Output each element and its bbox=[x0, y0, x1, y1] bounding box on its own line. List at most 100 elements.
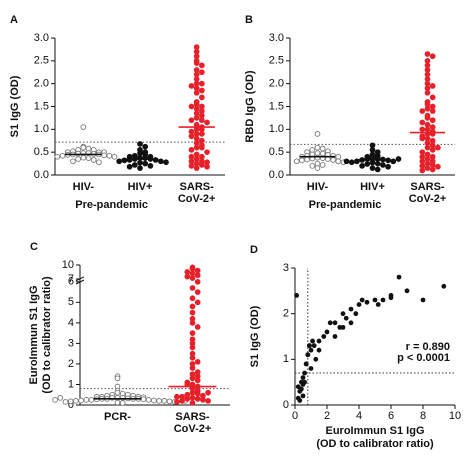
y-tick-label: 5 bbox=[68, 296, 74, 308]
y-axis-label: RBD IgG (OD) bbox=[244, 70, 256, 142]
data-point bbox=[199, 69, 205, 76]
data-point bbox=[429, 147, 436, 153]
data-point bbox=[70, 158, 76, 165]
data-point bbox=[364, 161, 371, 167]
data-point bbox=[429, 53, 436, 60]
data-point bbox=[57, 394, 64, 401]
data-point bbox=[307, 343, 312, 349]
data-point bbox=[75, 156, 81, 162]
data-point bbox=[189, 375, 196, 382]
data-point bbox=[359, 163, 365, 169]
data-point bbox=[151, 397, 157, 404]
data-point bbox=[299, 157, 305, 164]
data-point bbox=[157, 158, 164, 165]
data-point bbox=[199, 108, 205, 114]
data-point bbox=[424, 121, 431, 128]
data-point bbox=[119, 400, 126, 406]
data-point bbox=[199, 94, 205, 101]
data-point bbox=[441, 283, 447, 289]
data-point bbox=[194, 289, 201, 295]
data-point bbox=[188, 117, 195, 124]
data-point bbox=[189, 330, 196, 336]
y-axis-label: S1 IgG (OD) bbox=[9, 75, 21, 137]
data-point bbox=[137, 165, 143, 172]
data-point bbox=[348, 159, 355, 166]
x-tick-label: SARS- bbox=[175, 411, 210, 423]
data-point bbox=[424, 105, 431, 112]
data-point bbox=[429, 166, 436, 173]
data-point bbox=[369, 165, 376, 172]
data-point bbox=[189, 394, 196, 401]
data-point bbox=[131, 162, 138, 168]
x-tick-label: HIV+ bbox=[128, 181, 153, 193]
data-point bbox=[145, 397, 152, 403]
data-point bbox=[364, 299, 370, 305]
data-point bbox=[189, 320, 196, 326]
x-axis-label: EuroImmun S1 IgG bbox=[325, 425, 424, 437]
data-point bbox=[193, 89, 200, 96]
data-point bbox=[188, 158, 195, 165]
data-point bbox=[311, 343, 317, 349]
data-point bbox=[193, 80, 200, 87]
data-point bbox=[374, 160, 381, 167]
data-point bbox=[188, 147, 195, 153]
data-point bbox=[194, 278, 201, 285]
data-point bbox=[319, 162, 326, 168]
data-point bbox=[179, 398, 185, 404]
data-point bbox=[314, 131, 321, 137]
data-point bbox=[189, 265, 196, 272]
x-tick-label: PCR- bbox=[104, 411, 131, 423]
y-tick-label: 2 bbox=[283, 308, 289, 320]
x-tick-label: HIV- bbox=[73, 181, 95, 193]
annotation: r = 0.890 bbox=[406, 341, 450, 353]
data-point bbox=[424, 51, 431, 57]
data-point bbox=[126, 163, 133, 170]
data-point bbox=[106, 152, 113, 159]
data-point bbox=[435, 163, 441, 170]
data-point bbox=[137, 159, 143, 166]
data-point bbox=[309, 147, 316, 153]
y-tick-label: 0 bbox=[283, 399, 289, 411]
data-point bbox=[424, 67, 431, 73]
y-tick-label: 3.0 bbox=[269, 32, 284, 44]
data-point bbox=[396, 274, 402, 280]
data-point bbox=[310, 338, 315, 344]
data-point bbox=[419, 108, 426, 114]
data-point bbox=[96, 159, 102, 166]
data-point bbox=[395, 156, 402, 162]
data-point bbox=[163, 159, 169, 166]
data-point bbox=[294, 293, 299, 298]
data-point bbox=[194, 395, 201, 402]
x-axis-label: (OD to calibrator ratio) bbox=[316, 438, 434, 450]
data-point bbox=[194, 299, 201, 306]
data-point bbox=[309, 163, 316, 169]
data-point bbox=[356, 302, 362, 307]
y-axis-label: EuroImmun S1 IgG bbox=[28, 285, 40, 384]
y-tick-label: 2.0 bbox=[269, 78, 284, 90]
data-point bbox=[303, 361, 309, 367]
data-point bbox=[193, 44, 200, 50]
data-point bbox=[193, 131, 200, 137]
data-point bbox=[85, 155, 92, 161]
y-tick-label: 0.0 bbox=[34, 169, 49, 181]
group-label: Pre-pandemic bbox=[309, 199, 382, 211]
data-point bbox=[424, 85, 431, 92]
data-point bbox=[114, 375, 121, 382]
data-point bbox=[161, 398, 168, 404]
x-tick-label: 6 bbox=[388, 410, 394, 422]
data-point bbox=[101, 152, 107, 159]
data-point bbox=[419, 163, 426, 169]
data-point bbox=[348, 320, 354, 326]
data-point bbox=[199, 144, 205, 151]
data-point bbox=[424, 89, 431, 96]
y-axis-label: S1 IgG (OD) bbox=[249, 305, 261, 367]
data-point bbox=[359, 297, 365, 303]
data-point bbox=[316, 347, 322, 353]
data-point bbox=[205, 398, 211, 404]
y-tick-label: 7 bbox=[68, 273, 74, 285]
data-point bbox=[193, 144, 200, 151]
data-point bbox=[300, 393, 306, 399]
data-point bbox=[199, 131, 205, 137]
data-point bbox=[189, 354, 196, 361]
data-point bbox=[142, 143, 149, 150]
